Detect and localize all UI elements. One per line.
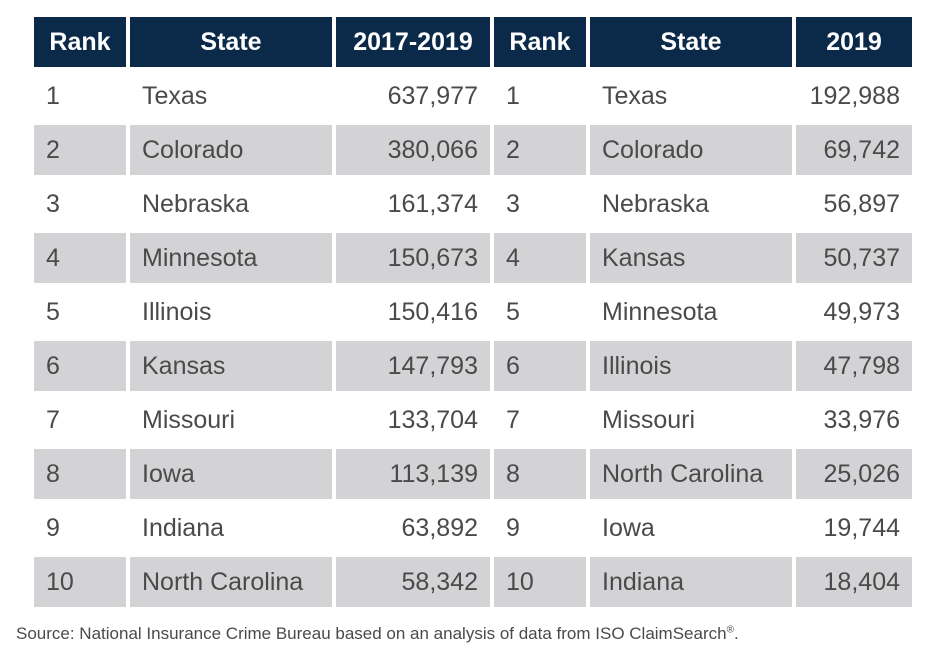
left-state-cell: Iowa: [130, 449, 332, 499]
right-rank-cell: 8: [494, 449, 586, 499]
left-state-cell: Texas: [142, 81, 208, 110]
right-state-cell: North Carolina: [590, 449, 792, 499]
left-state-cell: Colorado: [130, 125, 332, 175]
right-value-cell: 49,973: [823, 297, 900, 326]
left-value-cell: 150,416: [387, 297, 478, 326]
left-value-cell: 113,139: [336, 449, 490, 499]
left-state-cell: Kansas: [130, 341, 332, 391]
left-state-cell: Indiana: [142, 513, 225, 542]
right-value-cell: 33,976: [823, 405, 900, 434]
left-state-cell: Nebraska: [142, 189, 249, 218]
right-rank-cell: 2: [494, 125, 586, 175]
column-header-left-state: State: [130, 17, 332, 67]
column-header-right-state: State: [590, 17, 792, 67]
registered-mark: ®: [726, 624, 734, 636]
right-state-cell: Nebraska: [602, 189, 709, 218]
right-state-cell: Illinois: [590, 341, 792, 391]
left-state-cell: Missouri: [142, 405, 236, 434]
left-value-cell: 150,673: [336, 233, 490, 283]
left-rank-cell: 6: [34, 341, 126, 391]
left-rank-cell: 9: [46, 513, 60, 542]
right-state-cell: Kansas: [590, 233, 792, 283]
left-value-cell: 58,342: [336, 557, 490, 607]
column-header-right-value: 2019: [796, 17, 912, 67]
left-rank-cell: 4: [34, 233, 126, 283]
column-header-left-value: 2017-2019: [336, 17, 490, 67]
right-state-cell: Missouri: [602, 405, 696, 434]
left-state-cell: North Carolina: [130, 557, 332, 607]
right-state-cell: Iowa: [602, 513, 655, 542]
left-state-cell: Minnesota: [130, 233, 332, 283]
left-value-cell: 380,066: [336, 125, 490, 175]
column-header-right-rank: Rank: [494, 17, 586, 67]
right-state-cell: Minnesota: [602, 297, 718, 326]
right-value-cell: 19,744: [823, 513, 900, 542]
right-rank-cell: 10: [494, 557, 586, 607]
right-rank-cell: 5: [506, 297, 520, 326]
source-text: Source: National Insurance Crime Bureau …: [16, 624, 727, 643]
right-rank-cell: 3: [506, 189, 520, 218]
left-state-cell: Illinois: [142, 297, 212, 326]
right-value-cell: 56,897: [823, 189, 900, 218]
left-value-cell: 63,892: [401, 513, 478, 542]
left-rank-cell: 1: [46, 81, 60, 110]
right-rank-cell: 7: [506, 405, 520, 434]
right-value-cell: 25,026: [796, 449, 912, 499]
right-state-cell: Indiana: [590, 557, 792, 607]
left-rank-cell: 5: [46, 297, 60, 326]
right-rank-cell: 9: [506, 513, 520, 542]
right-state-cell: Texas: [602, 81, 668, 110]
left-value-cell: 637,977: [387, 81, 478, 110]
left-rank-cell: 3: [46, 189, 60, 218]
source-end: .: [733, 624, 739, 643]
source-note: Source: National Insurance Crime Bureau …: [16, 624, 739, 644]
right-rank-cell: 1: [506, 81, 520, 110]
left-rank-cell: 7: [46, 405, 60, 434]
right-value-cell: 69,742: [796, 125, 912, 175]
left-rank-cell: 2: [34, 125, 126, 175]
right-value-cell: 192,988: [809, 81, 900, 110]
left-value-cell: 133,704: [387, 405, 478, 434]
right-state-cell: Colorado: [590, 125, 792, 175]
right-rank-cell: 6: [494, 341, 586, 391]
right-value-cell: 47,798: [796, 341, 912, 391]
column-header-left-rank: Rank: [34, 17, 126, 67]
left-rank-cell: 8: [34, 449, 126, 499]
right-value-cell: 50,737: [796, 233, 912, 283]
left-value-cell: 147,793: [336, 341, 490, 391]
right-value-cell: 18,404: [796, 557, 912, 607]
right-rank-cell: 4: [494, 233, 586, 283]
left-value-cell: 161,374: [387, 189, 478, 218]
left-rank-cell: 10: [34, 557, 126, 607]
